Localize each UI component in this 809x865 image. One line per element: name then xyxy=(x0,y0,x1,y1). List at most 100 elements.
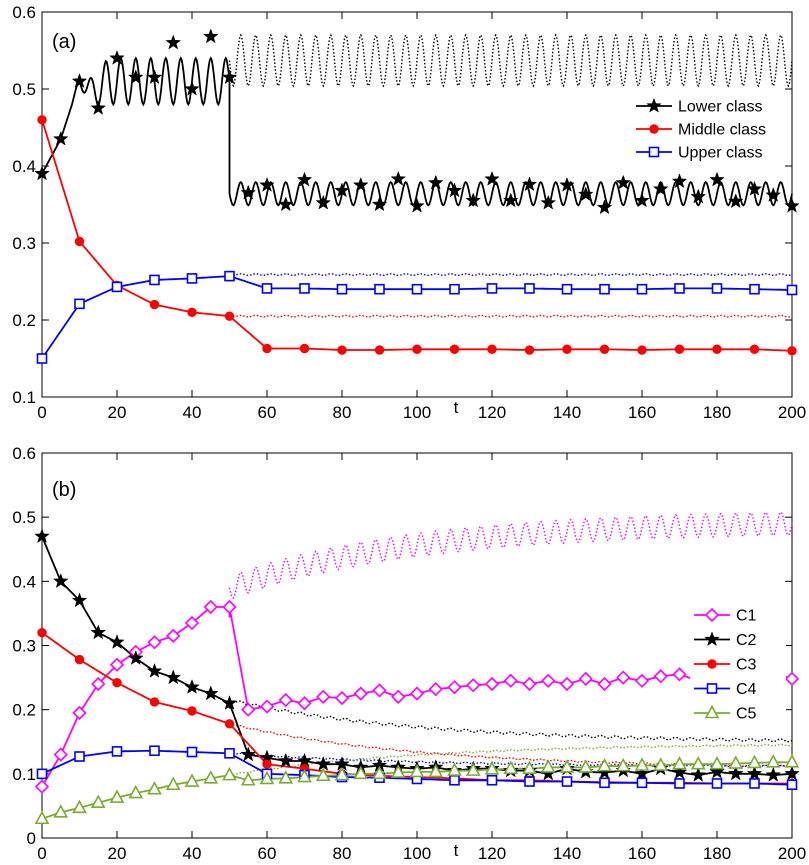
panel-a-y-tick-label: 0.1 xyxy=(12,388,36,407)
panel-b-marker-c5 xyxy=(259,770,275,785)
panel-a-marker-upper-class xyxy=(449,283,460,295)
panel-a-marker-upper-class xyxy=(786,284,798,296)
panel-b-marker-c2 xyxy=(784,765,800,781)
panel-a-marker-lower-class xyxy=(390,170,407,186)
panel-b-marker-c1 xyxy=(372,683,387,698)
panel-a-x-tick-label: 180 xyxy=(703,403,731,422)
panel-b-marker-c5 xyxy=(428,763,444,778)
panel-b-marker-c2 xyxy=(634,765,650,781)
panel-b-marker-c5 xyxy=(709,756,725,770)
panel-b-marker-c5 xyxy=(128,784,144,799)
panel-b-marker-c2 xyxy=(71,592,88,608)
panel-a-marker-lower-class xyxy=(690,188,707,204)
panel-b-x-tick-label: 160 xyxy=(628,844,656,863)
panel-a-marker-upper-class xyxy=(261,283,273,294)
panel-b-marker-c2 xyxy=(52,573,69,589)
panel-b-x-tick-label: 120 xyxy=(478,844,506,863)
panel-b-marker-c1 xyxy=(578,671,593,686)
panel-b-marker-c2 xyxy=(315,755,332,771)
panel-b-legend-label-c4: C4 xyxy=(736,681,757,698)
panel-a-marker-middle-class xyxy=(337,345,347,355)
panel-b-marker-c1 xyxy=(72,705,87,721)
panel-b-marker-c1 xyxy=(503,673,518,688)
panel-b-marker-c1 xyxy=(147,635,162,650)
panel-a-marker-upper-class xyxy=(336,283,348,295)
panel-b-legend-label-c2: C2 xyxy=(736,632,757,649)
panel-b-marker-c3 xyxy=(149,697,160,707)
panel-a-marker-lower-class xyxy=(652,180,669,196)
panel-b-x-tick-label: 60 xyxy=(258,844,277,863)
panel-a-marker-upper-class xyxy=(186,273,198,284)
panel-a-y-tick-label: 0.5 xyxy=(12,80,36,99)
panel-a-marker-lower-class xyxy=(34,165,50,181)
panel-b-marker-c5 xyxy=(465,762,481,776)
panel-b-marker-c1 xyxy=(447,680,462,695)
panel-b-x-axis-label: t xyxy=(454,841,459,860)
panel-a-legend-label-middle-class: Middle class xyxy=(678,122,766,139)
panel-a-dotted-lower-class xyxy=(228,33,793,88)
panel-a-marker-lower-class xyxy=(202,28,219,44)
panel-b-marker-c5 xyxy=(53,804,69,818)
panel-b-marker-c5 xyxy=(578,759,594,773)
panel-b: 0 0.1 0.2 0.3 0.4 0.5 0.6 0 20 40 60 80 100 120 140 16… xyxy=(12,444,806,863)
panel-b-marker-c5 xyxy=(222,766,237,781)
panel-a-marker-lower-class xyxy=(371,196,388,212)
panel-b-marker-c3 xyxy=(262,759,272,769)
panel-b-marker-c1 xyxy=(391,689,406,704)
panel-b-marker-c5 xyxy=(334,766,350,781)
panel-a-x-tick-label: 20 xyxy=(108,403,127,422)
panel-b-marker-c4 xyxy=(749,778,760,789)
panel-b-y-tick-label: 0.1 xyxy=(12,765,36,784)
panel-a-marker-middle-class xyxy=(712,344,722,354)
panel-b-marker-c3 xyxy=(74,654,85,665)
panel-a-x-tick-label: 140 xyxy=(553,403,581,422)
panel-a-marker-lower-class xyxy=(577,186,594,202)
panel-b-marker-c5 xyxy=(447,762,462,776)
panel-a-marker-lower-class xyxy=(296,171,313,187)
panel-b-marker-c1 xyxy=(409,686,425,701)
panel-b-marker-c5 xyxy=(653,757,669,771)
panel-b-legend-label-c3: C3 xyxy=(736,657,757,674)
panel-a-marker-lower-class xyxy=(484,170,500,186)
panel-b-legend-label-c5: C5 xyxy=(736,706,757,723)
panel-a-marker-upper-class xyxy=(149,274,160,286)
panel-b-marker-c5 xyxy=(297,768,312,783)
panel-a-marker-upper-class xyxy=(486,283,498,294)
panel-a-marker-lower-class xyxy=(240,184,257,200)
panel-a-marker-middle-class xyxy=(637,345,647,355)
panel-b-marker-c2 xyxy=(165,669,182,685)
panel-a-marker-lower-class xyxy=(259,176,275,192)
panel-b-marker-c5 xyxy=(147,781,162,795)
panel-a-marker-lower-class xyxy=(746,180,763,196)
panel-b-marker-c1 xyxy=(541,673,556,688)
panel-b-marker-c4 xyxy=(561,776,573,787)
panel-b-dotted-c2 xyxy=(229,699,793,743)
panel-b-marker-c5 xyxy=(390,764,406,778)
panel-b-marker-c1 xyxy=(166,628,181,644)
panel-b-marker-c5 xyxy=(690,756,706,770)
panel-b-marker-c5 xyxy=(728,755,744,769)
panel-b-marker-c2 xyxy=(202,685,219,701)
panel-b-marker-c5 xyxy=(559,759,575,773)
panel-b-y-tick-label: 0.4 xyxy=(12,572,36,591)
panel-b-marker-c5 xyxy=(409,763,425,778)
panel-b-marker-c1 xyxy=(466,678,481,693)
panel-b-marker-c4 xyxy=(111,746,123,757)
panel-a-marker-middle-class xyxy=(412,344,422,354)
panel-a-dotted-continuations xyxy=(228,33,793,318)
panel-b-x-tick-label: 0 xyxy=(37,844,46,863)
panel-b-marker-c5 xyxy=(315,767,331,782)
panel-b-dotted-c1 xyxy=(228,511,793,599)
panel-b-marker-c1 xyxy=(353,686,368,701)
panel-a-marker-middle-class xyxy=(449,344,460,354)
panel-b-marker-c2 xyxy=(240,746,257,762)
panel-b-y-tick-label: 0.6 xyxy=(12,444,36,463)
panel-a-marker-lower-class xyxy=(634,192,650,208)
panel-a-marker-lower-class xyxy=(427,174,444,190)
panel-b-marker-c2 xyxy=(709,763,725,779)
panel-b-x-tick-label: 140 xyxy=(553,844,581,863)
panel-b-dotted-c5 xyxy=(229,743,793,777)
panel-b-marker-c2 xyxy=(690,766,707,782)
panel-a-marker-lower-class xyxy=(465,192,482,208)
panel-a-marker-lower-class xyxy=(165,34,182,50)
